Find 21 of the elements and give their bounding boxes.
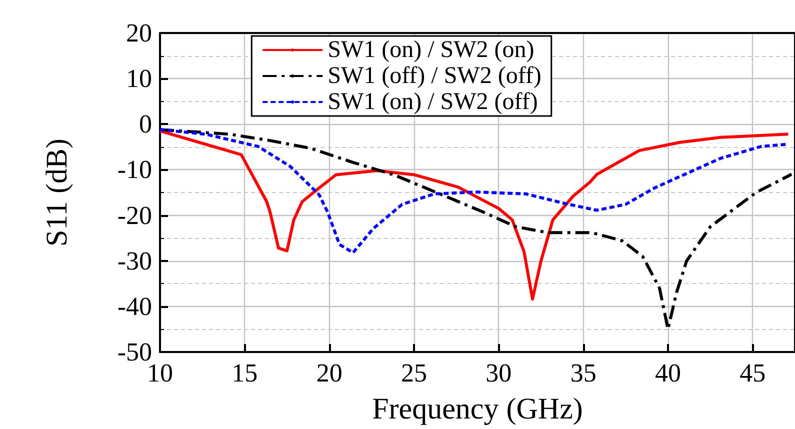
x-tick-label: 20 — [316, 358, 342, 388]
y-tick-label: -10 — [117, 155, 152, 184]
y-tick-label: -40 — [117, 292, 152, 321]
legend-label: SW1 (on) / SW2 (off) — [328, 89, 538, 115]
x-tick-label: 25 — [401, 358, 427, 388]
y-tick-label: -20 — [117, 200, 152, 230]
y-tick-label: 20 — [126, 18, 152, 48]
legend-label: SW1 (on) / SW2 (on) — [328, 37, 534, 63]
y-tick-label: 10 — [126, 64, 152, 94]
x-tick-label: 15 — [232, 358, 258, 388]
x-tick-label: 30 — [486, 358, 512, 388]
y-axis-title: S11 (dB) — [40, 138, 74, 247]
x-tick-label: 40 — [655, 358, 681, 388]
y-tick-label: -30 — [117, 246, 152, 276]
legend-label: SW1 (off) / SW2 (off) — [328, 63, 542, 89]
x-axis-title: Frequency (GHz) — [372, 392, 583, 426]
y-tick-label: 0 — [139, 110, 152, 139]
line-series — [158, 129, 790, 301]
x-tick-label: 35 — [570, 358, 596, 388]
x-tick-label: 45 — [740, 358, 766, 388]
y-tick-label: -50 — [117, 338, 152, 366]
